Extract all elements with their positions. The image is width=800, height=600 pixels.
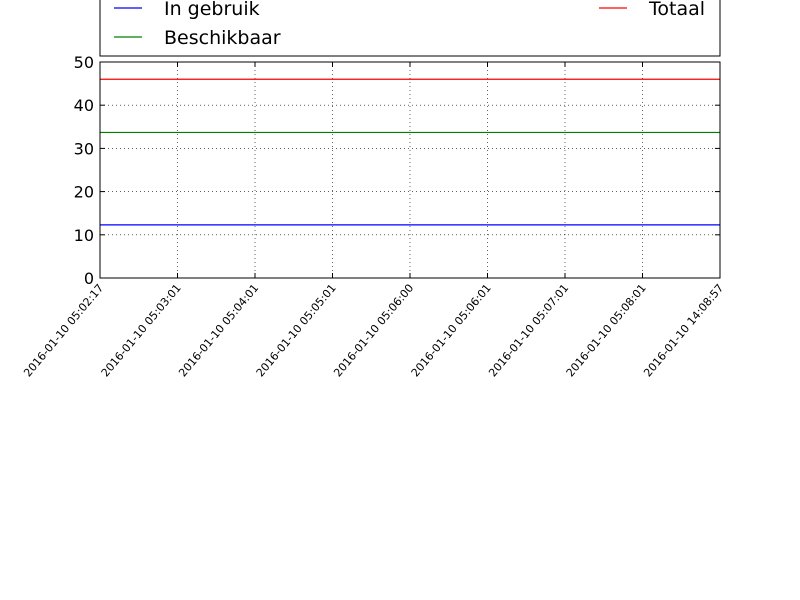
legend: In gebruik Beschikbaar Totaal [99,0,721,57]
y-tick-label-0: 0 [84,269,94,288]
y-tick-label-3: 30 [74,139,94,158]
y-tick-label-4: 40 [74,96,94,115]
y-tick-label-5: 50 [74,53,94,72]
series-lines [100,78,720,226]
y-tick-label-2: 20 [74,183,94,202]
legend-label-totaal: Totaal [648,0,705,20]
legend-label-beschikbaar: Beschikbaar [164,27,281,49]
y-tick-label-1: 10 [74,226,94,245]
legend-label-in-gebruik: In gebruik [164,0,260,20]
legend-box [99,0,721,57]
